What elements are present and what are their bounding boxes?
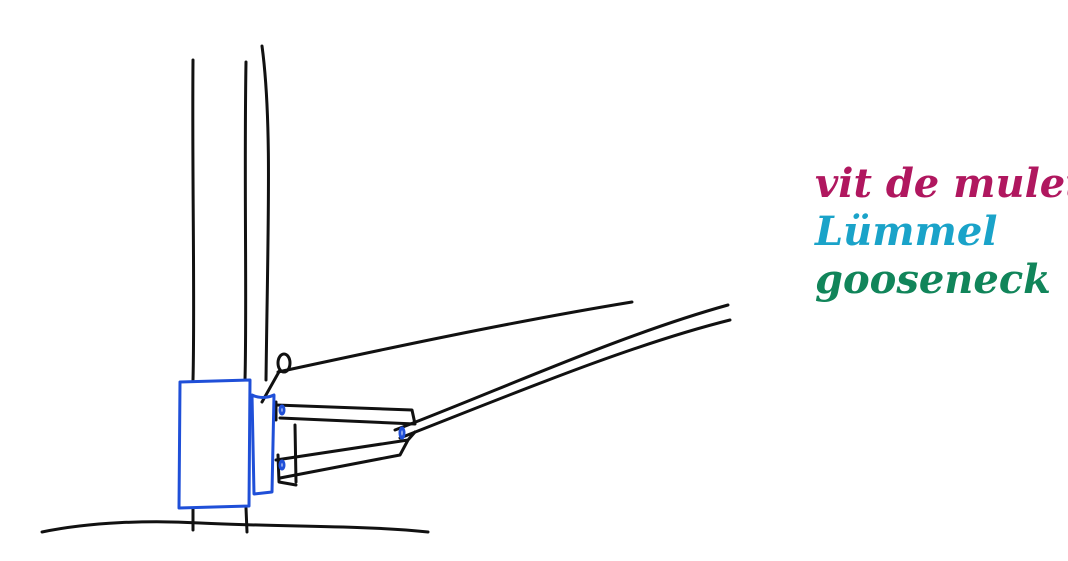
pin-hole-jaw — [398, 426, 406, 440]
jaw-end-bracket — [274, 400, 298, 487]
shackle-eye — [276, 352, 292, 374]
sail-edge — [260, 44, 270, 382]
legend-item-luemmel: Lümmel — [815, 208, 998, 255]
mast-left-edge — [191, 58, 196, 382]
legend-item-gooseneck: gooseneck — [815, 256, 1051, 303]
boom-lower-line-2 — [398, 318, 732, 440]
pin-hole-lower — [278, 459, 286, 471]
legend: vit de mulet Lümmel gooseneck — [815, 160, 1068, 304]
jaw-upper — [274, 403, 417, 426]
jaw-lower — [274, 430, 417, 480]
mast-collar — [177, 378, 252, 510]
boom-lower-line-1 — [393, 303, 730, 432]
boom-top — [276, 300, 634, 374]
ground-line — [40, 520, 430, 534]
pin-hole-upper — [278, 404, 286, 416]
mast-right-edge-lower — [244, 506, 249, 534]
gooseneck-fitting — [250, 393, 276, 496]
mast-right-edge — [243, 60, 248, 382]
legend-item-vit-de-mulet: vit de mulet — [815, 160, 1068, 207]
gooseneck-pin — [293, 423, 298, 484]
